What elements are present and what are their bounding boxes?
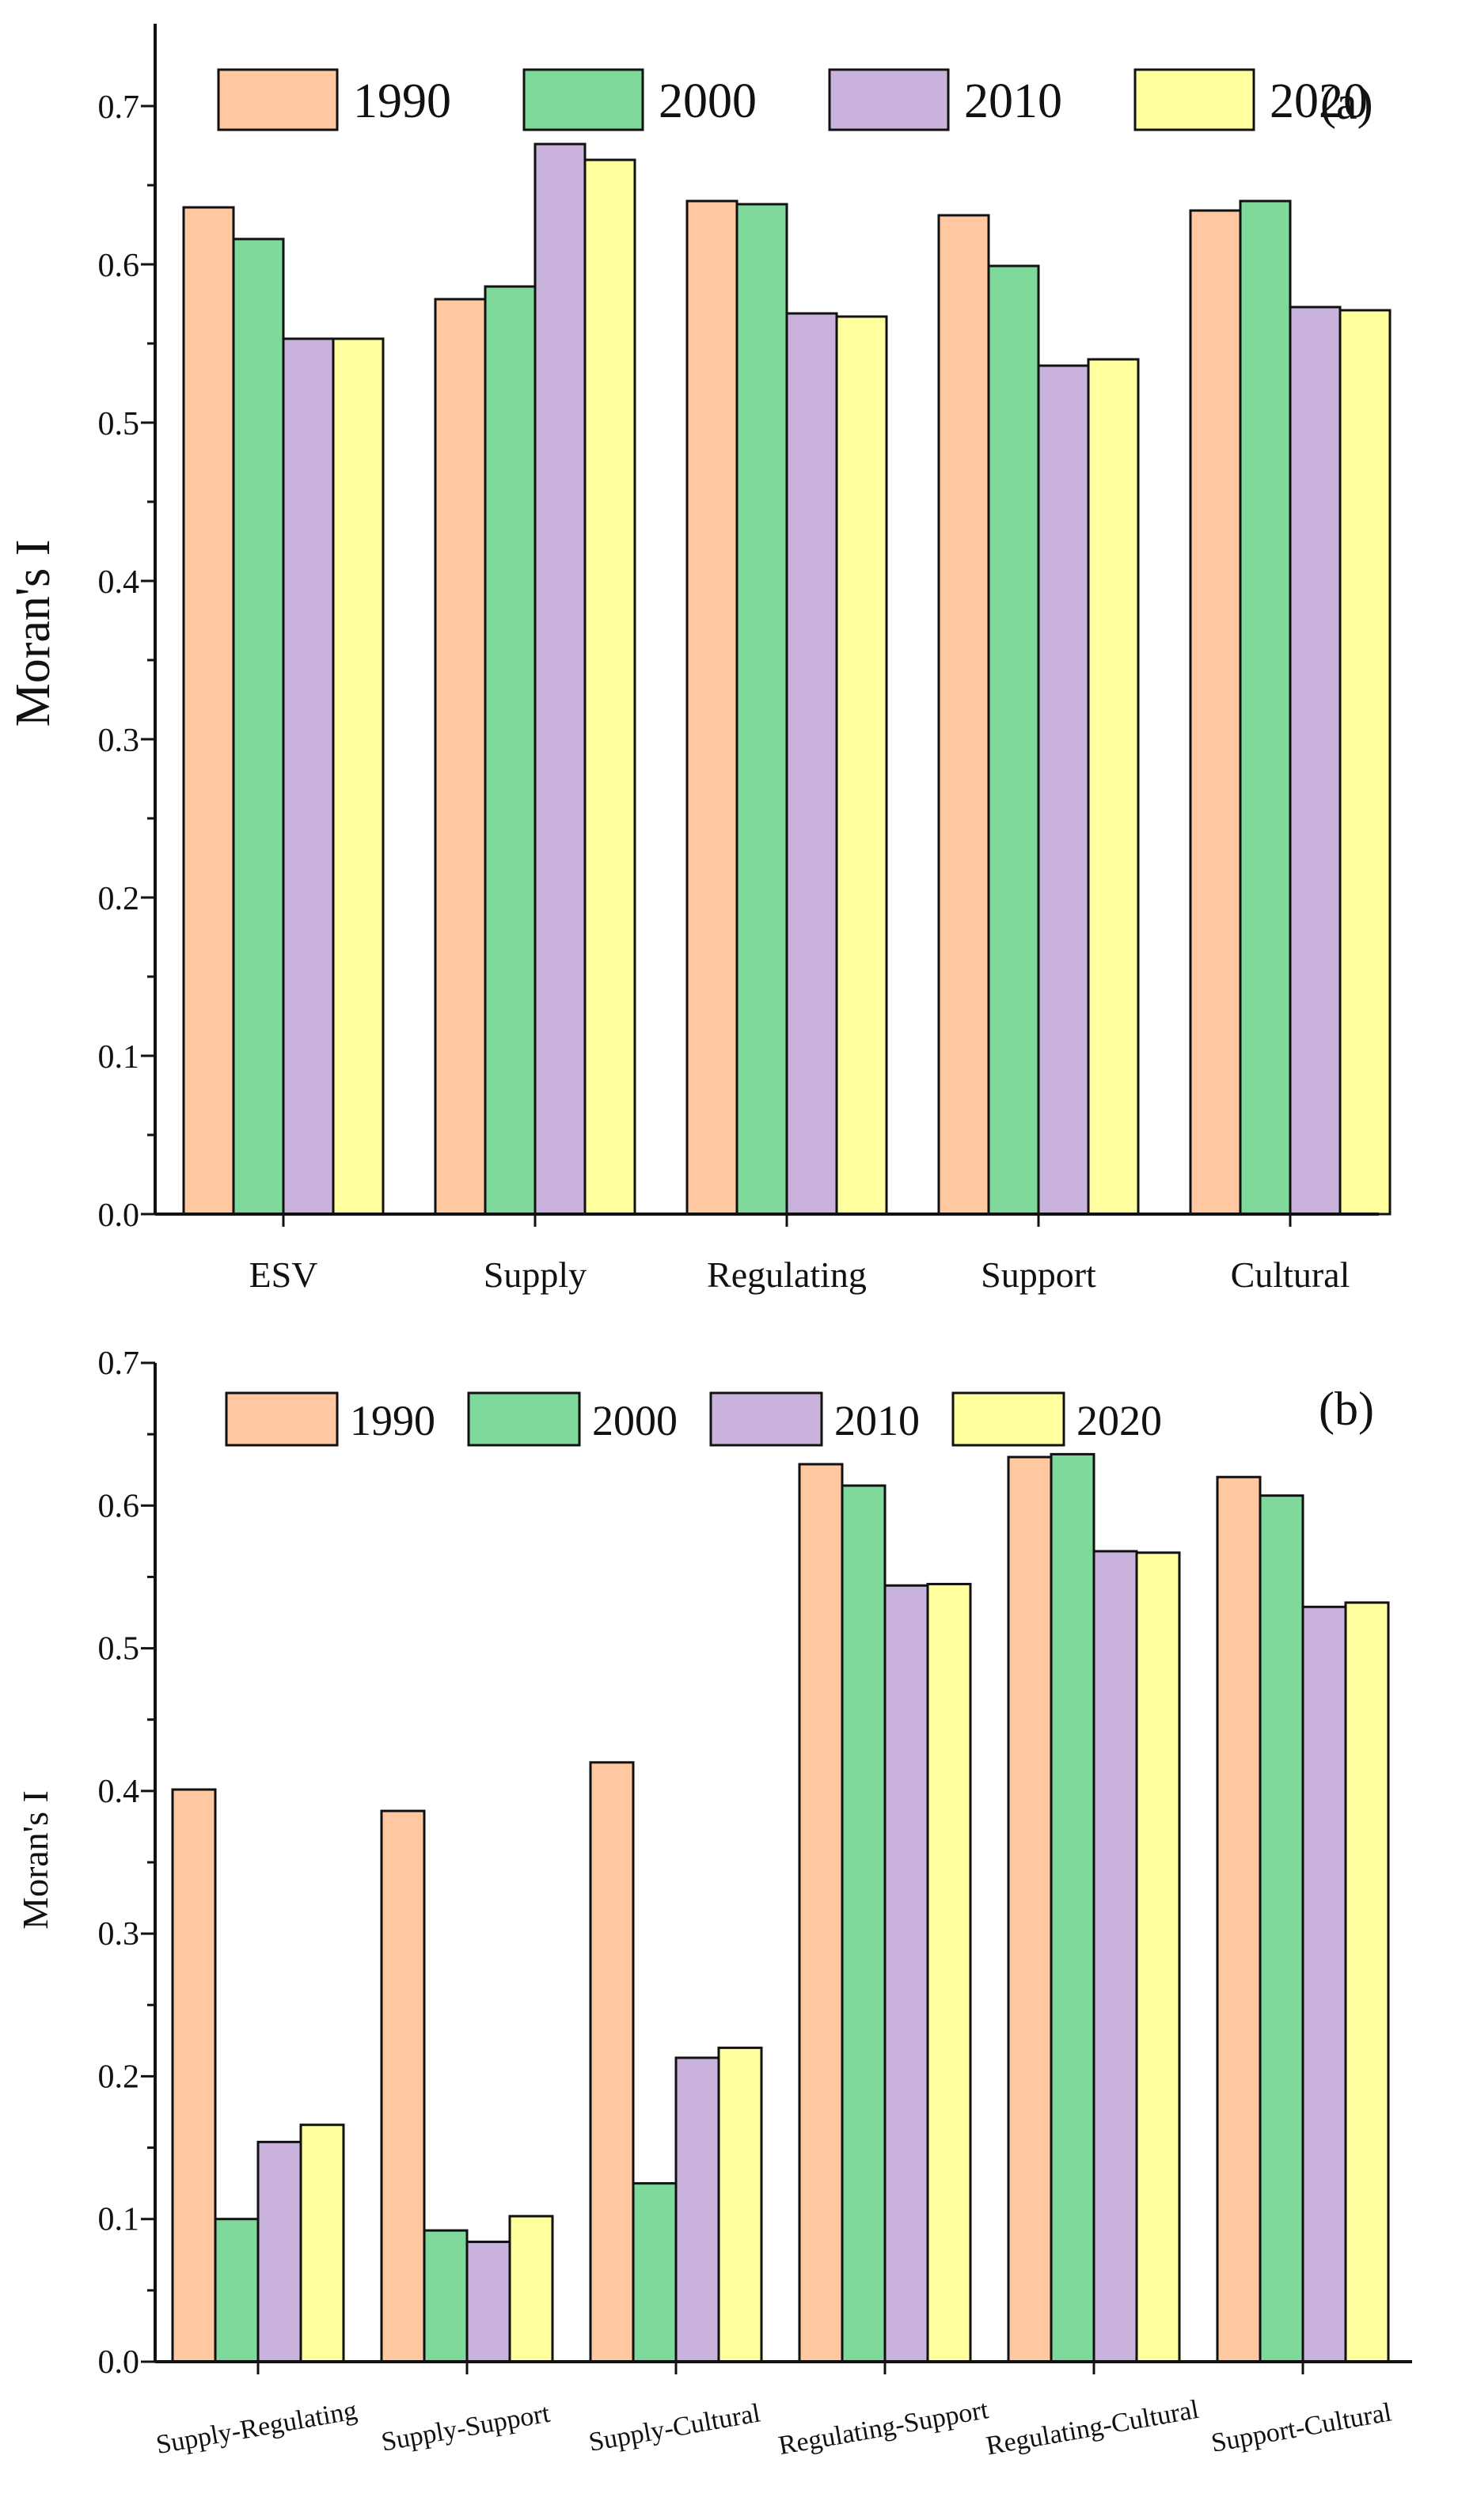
panel-b-bar-2020-0 — [299, 2123, 345, 2363]
panel-b-legend-label-2010: 2010 — [834, 1397, 920, 1444]
panel-b-y-tick-label: 0.3 — [98, 1916, 140, 1953]
panel-b-bar-2000-5 — [1259, 1494, 1304, 2363]
panel-a-y-tick-label: 0.6 — [98, 248, 140, 284]
panel-b-legend-label-2000: 2000 — [592, 1397, 678, 1444]
panel-b-y-tick-label: 0.4 — [98, 1774, 140, 1810]
panel-a-y-tick-label: 0.1 — [98, 1039, 140, 1076]
panel-b-bar-2010-4 — [1092, 1550, 1138, 2363]
panel-b-legend-swatch-2010 — [709, 1391, 823, 1447]
panel-a-y-tick-label: 0.4 — [98, 564, 140, 601]
panel-a-bar-1990-1 — [434, 298, 487, 1216]
panel-a-legend-label-2020: 2020 — [1270, 74, 1368, 128]
panel-a-bar-1990-2 — [685, 199, 738, 1216]
panel-b-y-tick-label: 0.7 — [98, 1345, 140, 1382]
panel-b-category-label: Supply-Cultural — [587, 2398, 762, 2457]
panel-b-bar-1990-1 — [380, 1809, 426, 2363]
panel-b-bar-1990-3 — [798, 1463, 844, 2363]
panel-a: 0.0 0.1 0.2 0.3 0.4 0.5 0.6 0.7 ESV Supply Regulat… — [6, 24, 1392, 1295]
panel-a-legend-label-1990: 1990 — [353, 74, 451, 128]
panel-a-y-tick-label: 0.5 — [98, 406, 140, 442]
panel-a-bar-2010-0 — [282, 337, 335, 1216]
panel-a-bar-1990-4 — [1189, 209, 1242, 1216]
panel-b-bar-1990-4 — [1007, 1455, 1053, 2363]
panel-a-plot: 0.0 0.1 0.2 0.3 0.4 0.5 0.6 0.7 ESV Supply Regulat… — [98, 68, 1392, 1295]
panel-b-category-label: Support-Cultural — [1209, 2397, 1393, 2457]
panel-b-y-tick-label: 0.2 — [98, 2059, 140, 2095]
panel-b-category-label: Regulating-Support — [776, 2395, 991, 2461]
panel-a-legend-swatch-1990 — [217, 68, 339, 131]
panel-b-bar-2000-3 — [841, 1484, 887, 2363]
panel-b-bar-2020-1 — [508, 2214, 554, 2363]
panel-a-legend-swatch-2020 — [1133, 68, 1255, 131]
panel-b-bar-2000-0 — [214, 2218, 260, 2363]
panel-b-bar-2020-5 — [1344, 1601, 1390, 2363]
panel-b-bar-2010-3 — [883, 1584, 929, 2363]
panel-a-legend-label-2000: 2000 — [659, 74, 757, 128]
panel-b-y-tick-label: 0.5 — [98, 1631, 140, 1668]
panel-b-bar-2000-2 — [632, 2182, 678, 2363]
panel-b-y-tick-label: 0.1 — [98, 2202, 140, 2238]
panel-b-legend-swatch-2000 — [467, 1391, 581, 1447]
panel-b-bar-1990-5 — [1216, 1475, 1262, 2363]
panel-a-legend-swatch-2010 — [828, 68, 950, 131]
panel-a-y-tick-label: 0.3 — [98, 723, 140, 759]
panel-a-legend-label-2010: 2010 — [964, 74, 1062, 128]
panel-b-bar-2010-5 — [1301, 1605, 1347, 2363]
panel-a-legend-swatch-2000 — [522, 68, 644, 131]
panel-b-category-label: Supply-Support — [379, 2399, 552, 2457]
panel-b-y-tick-label: 0.6 — [98, 1488, 140, 1524]
panel-a-bar-2010-2 — [785, 312, 838, 1216]
panel-b-bar-1990-0 — [171, 1788, 217, 2363]
panel-a-bar-2020-4 — [1338, 309, 1392, 1216]
panel-a-bar-2020-2 — [835, 315, 888, 1216]
panel-b-category-label: Regulating-Cultural — [984, 2395, 1201, 2461]
panel-b-bar-2010-1 — [465, 2241, 511, 2363]
panel-b-bar-2020-3 — [926, 1582, 972, 2363]
panel-b-bar-2010-2 — [674, 2056, 720, 2363]
panel-a-bar-2000-1 — [484, 285, 537, 1216]
panel-a-bar-2020-3 — [1087, 358, 1140, 1216]
panel-a-bar-2010-3 — [1037, 364, 1090, 1216]
panel-b-bar-2000-1 — [423, 2229, 469, 2363]
panel-a-y-tick-label: 0.7 — [98, 89, 140, 126]
panel-a-bar-1990-0 — [182, 206, 235, 1216]
panel-a-category-label: Support — [981, 1254, 1096, 1295]
panel-b-bar-2010-0 — [256, 2140, 302, 2363]
panel-a-y-tick-label: 0.0 — [98, 1197, 140, 1234]
panel-a-label: (a) — [1320, 77, 1373, 129]
panel-b-label: (b) — [1319, 1383, 1374, 1435]
panel-a-bar-2000-2 — [735, 203, 788, 1216]
panel-b-category-label: Supply-Regulating — [154, 2396, 359, 2460]
panel-b-legend-swatch-2020 — [951, 1391, 1065, 1447]
panel-a-bar-2020-0 — [332, 337, 385, 1216]
panel-b-y-tick-label: 0.0 — [98, 2344, 140, 2381]
panel-a-bar-2000-0 — [232, 237, 285, 1216]
panel-a-bar-1990-3 — [937, 214, 990, 1216]
panel-a-bar-2000-4 — [1239, 199, 1292, 1216]
panel-b-legend-swatch-1990 — [225, 1391, 339, 1447]
panel-b-bar-2000-4 — [1050, 1452, 1095, 2363]
panel-a-bar-2010-1 — [533, 142, 587, 1216]
panel-a-category-label: ESV — [249, 1254, 318, 1295]
panel-a-bar-2000-3 — [987, 264, 1040, 1216]
panel-a-category-label: Supply — [484, 1254, 587, 1295]
panel-b: 0.0 0.1 0.2 0.3 0.4 0.5 0.6 0.7 Supply-Regulatin… — [15, 1345, 1412, 2461]
panel-b-bar-2020-4 — [1135, 1551, 1181, 2363]
panel-b-bar-1990-2 — [589, 1761, 635, 2363]
panel-a-bar-2010-4 — [1289, 306, 1342, 1216]
panel-b-bar-2020-2 — [717, 2046, 763, 2363]
panel-a-y-axis-label: Moran's I — [6, 540, 60, 727]
panel-a-category-label: Cultural — [1231, 1254, 1350, 1295]
panel-b-plot: 0.0 0.1 0.2 0.3 0.4 0.5 0.6 0.7 Supply-Regulatin… — [98, 1345, 1394, 2461]
panel-b-legend-label-2020: 2020 — [1076, 1397, 1162, 1444]
panel-a-bar-2020-1 — [583, 158, 636, 1216]
panel-a-category-label: Regulating — [707, 1254, 867, 1295]
panel-a-y-tick-label: 0.2 — [98, 881, 140, 917]
panel-b-legend-label-1990: 1990 — [350, 1397, 435, 1444]
panel-b-y-axis-label: Moran's I — [15, 1790, 55, 1930]
